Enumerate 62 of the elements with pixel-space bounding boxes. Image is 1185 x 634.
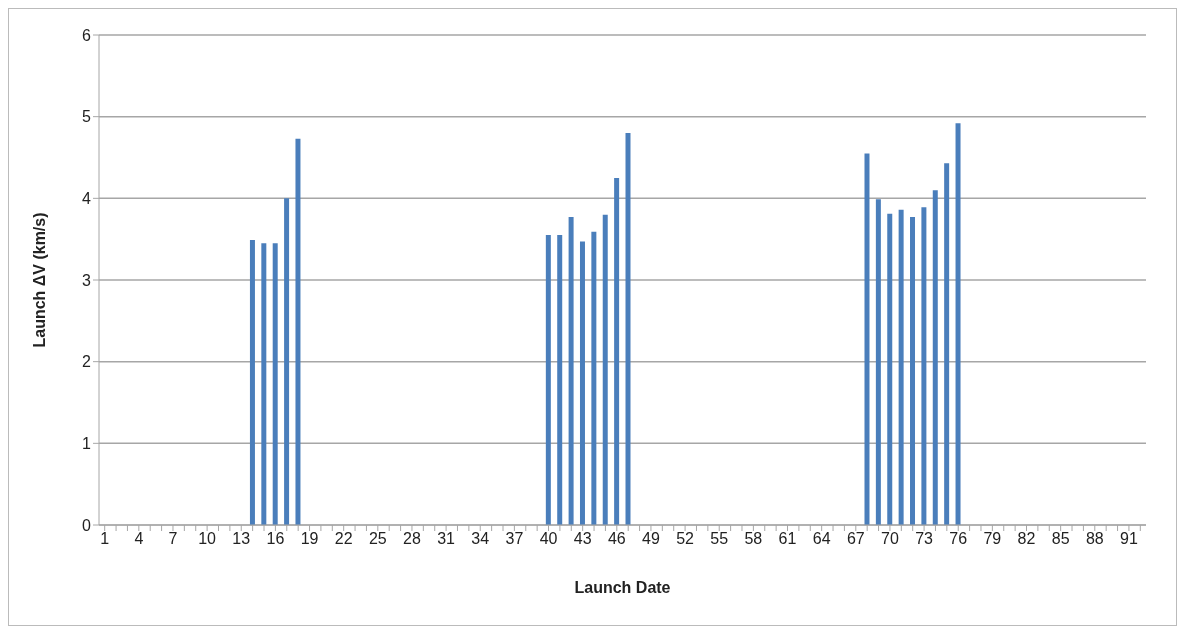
x-tick-label: 43	[573, 530, 592, 548]
y-tick-label: 0	[82, 516, 92, 534]
bar	[545, 235, 551, 525]
bar	[284, 198, 290, 525]
bar	[295, 138, 301, 525]
bar	[557, 235, 563, 525]
bar	[932, 190, 938, 525]
x-tick-label: 70	[881, 530, 899, 548]
y-tick-label: 5	[82, 108, 92, 126]
x-tick-label: 13	[232, 530, 251, 548]
bar	[261, 243, 267, 525]
bar	[272, 243, 278, 525]
x-tick-label: 31	[437, 530, 456, 548]
y-tick-label: 2	[82, 353, 92, 371]
x-tick-label: 34	[471, 530, 490, 548]
x-tick-label: 40	[539, 530, 558, 548]
x-tick-label: 79	[983, 530, 1002, 548]
bar	[898, 209, 904, 525]
x-tick-label: 85	[1051, 530, 1070, 548]
bar	[887, 213, 893, 525]
x-tick-label: 52	[676, 530, 695, 548]
x-tick-label: 49	[642, 530, 660, 548]
x-tick-label: 7	[168, 530, 178, 548]
x-tick-label: 22	[334, 530, 353, 548]
x-tick-label: 37	[505, 530, 524, 548]
x-tick-label: 25	[368, 530, 387, 548]
x-tick-label: 46	[607, 530, 626, 548]
x-tick-label: 1	[100, 530, 110, 548]
x-tick-label: 82	[1017, 530, 1036, 548]
x-tick-label: 61	[778, 530, 797, 548]
bar	[921, 207, 927, 525]
y-axis-title: Launch ΔV (km/s)	[30, 212, 48, 348]
bar	[579, 241, 585, 525]
y-tick-label: 3	[82, 271, 92, 289]
x-tick-label: 28	[403, 530, 421, 548]
x-tick-label: 67	[846, 530, 865, 548]
bar	[249, 239, 255, 525]
bar	[955, 123, 961, 525]
x-tick-label: 10	[198, 530, 217, 548]
x-tick-label: 88	[1085, 530, 1104, 548]
bar	[864, 153, 870, 525]
bar	[625, 133, 631, 525]
x-tick-label: 76	[949, 530, 968, 548]
x-tick-label: 58	[744, 530, 763, 548]
x-tick-label: 64	[812, 530, 831, 548]
y-tick-label: 4	[82, 190, 92, 208]
x-tick-label: 91	[1120, 530, 1138, 548]
bar	[944, 163, 950, 525]
x-tick-label: 4	[134, 530, 144, 548]
bar	[591, 231, 597, 525]
x-tick-label: 16	[266, 530, 285, 548]
x-tick-label: 73	[915, 530, 934, 548]
bar	[910, 217, 916, 525]
x-axis-title: Launch Date	[574, 579, 671, 596]
bar	[568, 217, 574, 525]
bar	[875, 199, 881, 525]
bar	[602, 214, 608, 525]
x-tick-label: 55	[710, 530, 729, 548]
y-tick-label: 1	[82, 435, 92, 453]
bar	[614, 177, 620, 525]
x-tick-label: 19	[300, 530, 319, 548]
y-tick-label: 6	[82, 26, 92, 44]
